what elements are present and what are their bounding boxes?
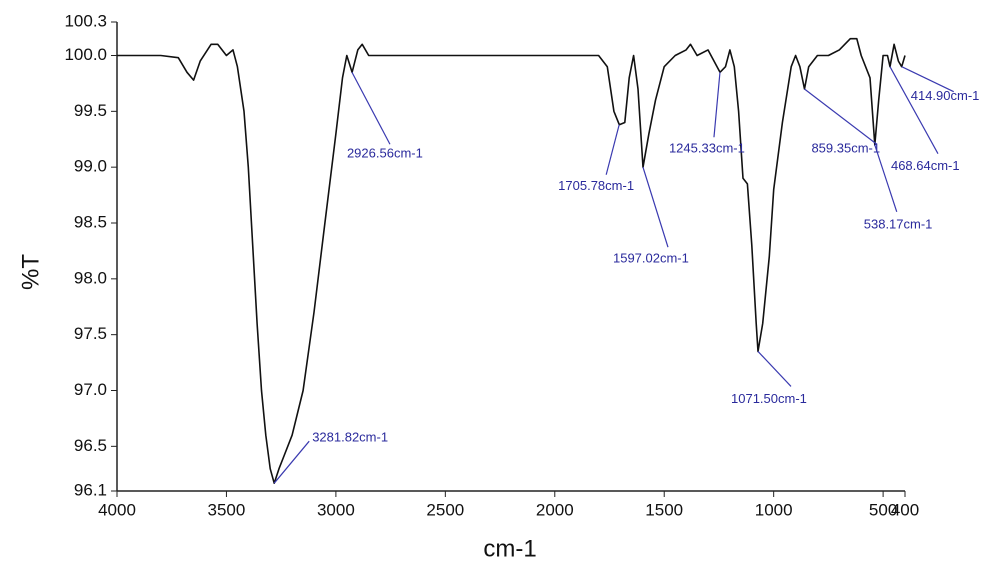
annotation-label: 414.90cm-1 xyxy=(911,88,980,103)
x-tick-label: 3500 xyxy=(208,500,246,519)
annotation-leader xyxy=(351,71,391,145)
x-tick-label: 3000 xyxy=(317,500,355,519)
annotation-label: 1705.78cm-1 xyxy=(558,178,634,193)
x-tick-label: 1500 xyxy=(645,500,683,519)
x-tick-label: 2000 xyxy=(536,500,574,519)
annotation-leader xyxy=(273,440,310,484)
x-tick-label: 4000 xyxy=(98,500,136,519)
x-axis-title: cm-1 xyxy=(483,535,536,562)
annotation-leader xyxy=(713,72,721,138)
y-tick-label: 99.0 xyxy=(74,157,107,176)
y-tick-label: 97.5 xyxy=(74,324,107,343)
y-tick-label: 100.0 xyxy=(64,45,107,64)
x-tick-label: 1000 xyxy=(755,500,793,519)
annotation-label: 859.35cm-1 xyxy=(811,140,880,155)
y-tick-label: 97.0 xyxy=(74,380,107,399)
annotation-leader xyxy=(757,351,792,387)
y-tick-label: 98.5 xyxy=(74,212,107,231)
x-tick-label: 400 xyxy=(891,500,919,519)
x-tick-label: 500 xyxy=(869,500,897,519)
annotation-label: 1071.50cm-1 xyxy=(731,391,807,406)
annotation-label: 3281.82cm-1 xyxy=(312,430,388,445)
y-tick-label: 96.5 xyxy=(74,436,107,455)
y-tick-label: 96.1 xyxy=(74,480,107,499)
annotation-leader xyxy=(901,66,954,93)
annotation-leader xyxy=(605,124,620,175)
annotation-leader xyxy=(874,144,898,213)
x-tick-label: 2500 xyxy=(426,500,464,519)
annotation-label: 1245.33cm-1 xyxy=(669,141,745,156)
y-axis-title: %T xyxy=(17,254,44,290)
y-tick-label: 98.0 xyxy=(74,268,107,287)
annotation-leader xyxy=(889,66,939,154)
annotation-label: 2926.56cm-1 xyxy=(347,146,423,161)
y-tick-label: 99.5 xyxy=(74,101,107,120)
annotation-label: 1597.02cm-1 xyxy=(613,251,689,266)
annotation-leader xyxy=(642,166,669,248)
annotation-label: 468.64cm-1 xyxy=(891,158,960,173)
annotation-label: 538.17cm-1 xyxy=(864,216,933,231)
spectrum-line xyxy=(117,37,906,484)
y-tick-label: 100.3 xyxy=(64,11,107,30)
annotation-leader xyxy=(804,88,877,145)
